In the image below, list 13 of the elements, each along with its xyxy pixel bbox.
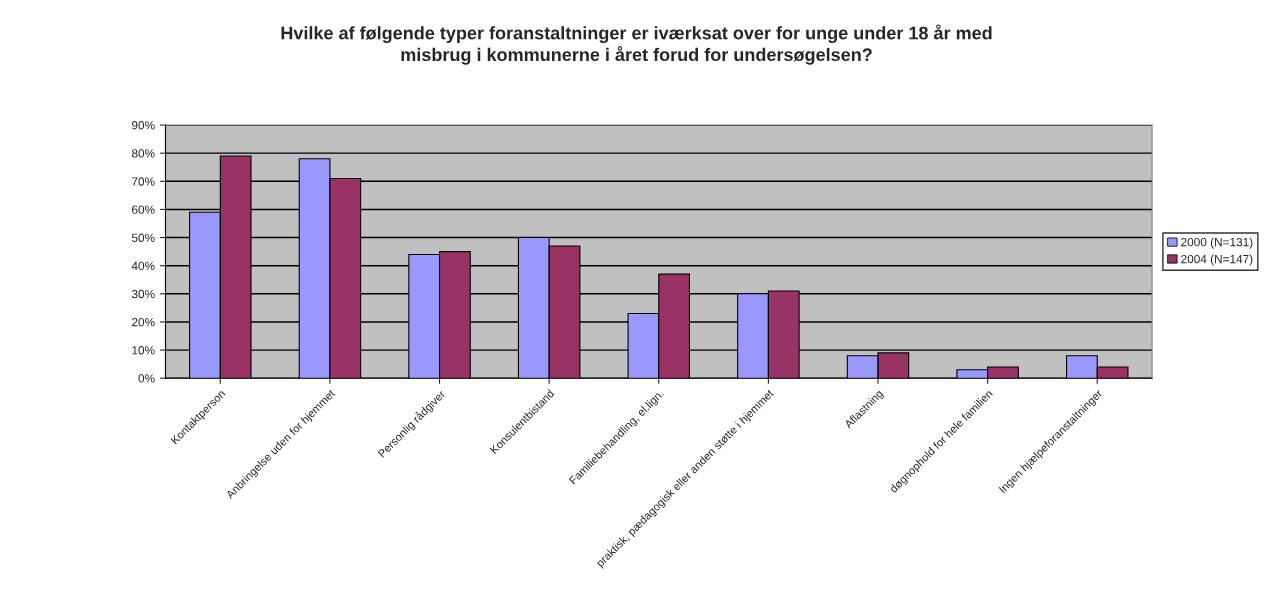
y-tick-label: 20% — [132, 317, 155, 327]
y-tick-label: 0% — [138, 374, 155, 383]
y-tick-label: 70% — [132, 177, 155, 186]
y-tick-label: 80% — [131, 149, 155, 158]
y-tick-label: 10% — [132, 346, 155, 355]
y-tick-label: 30% — [131, 289, 155, 299]
y-tick-label: 60% — [132, 205, 155, 214]
y-tick-label: 90% — [132, 121, 155, 130]
y-tick-label: 50% — [131, 233, 155, 242]
legend-label: 2004 (N=147) — [1181, 254, 1253, 266]
chart-title: Hvilke af følgende typer foranstaltninger er iværksat over for unge under 18 år med misbrug i kommunerne i året forud for undersøgelsen? — [281, 24, 992, 65]
legend-label: 2000 (N=131) — [1181, 237, 1253, 249]
y-tick-label: 40% — [131, 261, 155, 271]
